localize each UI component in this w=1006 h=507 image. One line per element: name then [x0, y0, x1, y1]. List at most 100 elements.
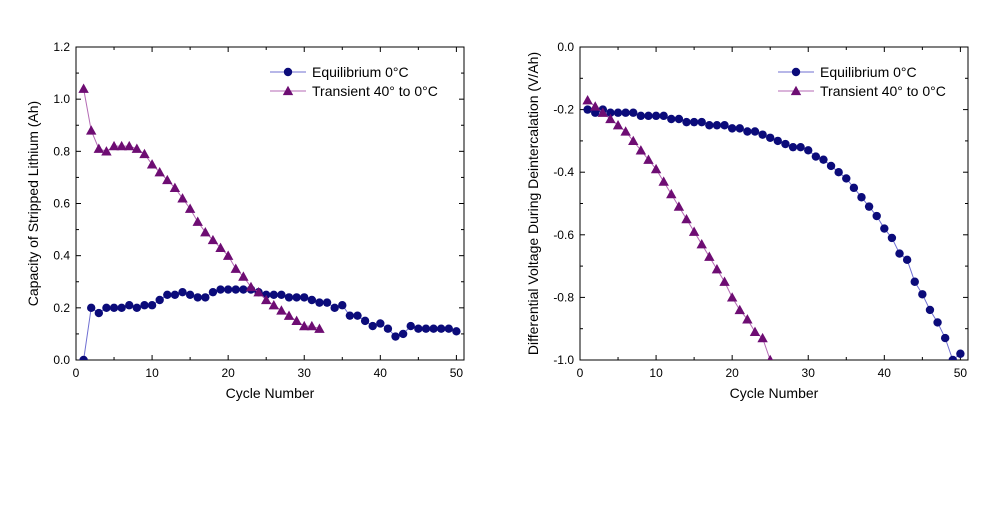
data-point-0: [804, 146, 813, 155]
data-point-1: [283, 310, 295, 320]
legend: Equilibrium 0°C Transient 40° to 0°C: [270, 64, 438, 99]
x-tick-label: 50: [954, 366, 968, 380]
data-point-0: [353, 311, 362, 320]
data-point-0: [629, 108, 638, 117]
x-tick-label: 50: [450, 366, 464, 380]
data-point-0: [727, 124, 737, 133]
y-tick-label: -0.8: [553, 290, 574, 304]
y-tick-label: 1.0: [53, 92, 70, 106]
data-point-1: [590, 101, 601, 111]
x-tick-label: 10: [145, 366, 159, 380]
data-point-0: [819, 155, 828, 164]
data-point-0: [940, 333, 950, 343]
data-point-1: [245, 281, 257, 292]
data-point-0: [956, 349, 965, 358]
data-point-0: [87, 303, 96, 313]
y-tick-label: 1.2: [53, 40, 70, 54]
data-point-0: [429, 324, 438, 333]
y-tick-label: 0.8: [53, 144, 70, 158]
x-tick-label: 30: [298, 366, 312, 380]
data-point-0: [918, 290, 927, 299]
data-point-0: [147, 301, 157, 310]
y-tick-label: 0.0: [53, 353, 70, 367]
y-tick-label: 0.0: [557, 40, 574, 54]
data-point-1: [704, 251, 715, 261]
x-tick-label: 0: [577, 366, 584, 380]
y-tick-label: -0.4: [553, 165, 574, 179]
data-point-1: [605, 113, 616, 124]
data-point-0: [933, 318, 942, 327]
data-point-0: [705, 121, 714, 130]
data-point-1: [200, 226, 211, 237]
data-point-1: [146, 159, 158, 169]
data-point-0: [743, 127, 752, 136]
data-point-1: [86, 125, 97, 135]
data-point-1: [78, 83, 89, 93]
x-axis-label: Cycle Number: [226, 385, 315, 401]
data-point-1: [93, 143, 105, 153]
data-point-0: [193, 293, 202, 302]
data-point-0: [307, 295, 317, 305]
x-tick-label: 40: [374, 366, 388, 380]
data-point-0: [902, 255, 912, 265]
data-point-1: [673, 201, 685, 211]
data-point-0: [140, 301, 149, 310]
x-tick-label: 40: [878, 366, 892, 380]
data-series-group: [78, 83, 461, 360]
data-point-1: [253, 286, 264, 297]
data-point-0: [826, 161, 836, 171]
data-point-0: [223, 285, 233, 294]
legend-entry: Transient 40° to 0°C: [312, 83, 438, 99]
data-point-1: [215, 242, 226, 253]
data-point-1: [711, 264, 723, 274]
data-point-0: [269, 290, 279, 299]
data-point-1: [620, 126, 631, 136]
data-point-0: [591, 108, 600, 117]
data-point-1: [299, 320, 310, 331]
data-point-1: [742, 314, 753, 324]
y-axis-label: Differential Voltage During Deintercalat…: [525, 52, 541, 355]
data-point-0: [436, 324, 446, 333]
data-point-1: [260, 294, 272, 305]
data-series-group: [582, 95, 965, 360]
data-point-0: [94, 308, 104, 318]
data-point-0: [674, 114, 684, 124]
data-point-0: [239, 285, 248, 294]
data-point-0: [300, 293, 309, 302]
data-point-0: [864, 202, 874, 211]
data-point-0: [322, 298, 332, 307]
x-tick-label: 20: [221, 366, 235, 380]
y-tick-label: -0.6: [553, 228, 574, 242]
data-point-0: [125, 301, 134, 310]
data-point-1: [734, 304, 745, 315]
x-tick-label: 30: [802, 366, 816, 380]
legend-entry: Transient 40° to 0°C: [820, 83, 946, 99]
data-point-0: [368, 321, 377, 331]
legend-entry: Equilibrium 0°C: [312, 64, 409, 80]
data-point-0: [345, 311, 355, 320]
data-point-0: [452, 327, 461, 336]
x-tick-label: 0: [73, 366, 80, 380]
x-tick-label: 20: [725, 366, 739, 380]
data-point-0: [330, 303, 339, 313]
data-point-1: [612, 120, 624, 130]
legend-entry: Equilibrium 0°C: [820, 64, 917, 80]
data-point-1: [650, 163, 662, 174]
data-point-0: [758, 130, 767, 139]
data-point-1: [238, 271, 249, 281]
data-point-0: [887, 233, 897, 243]
data-point-0: [606, 108, 615, 117]
data-point-1: [757, 332, 768, 343]
data-point-1: [230, 263, 241, 273]
data-point-1: [268, 300, 280, 310]
data-point-0: [712, 121, 722, 130]
data-point-0: [277, 290, 286, 299]
data-point-0: [636, 111, 646, 121]
data-point-0: [284, 293, 294, 302]
data-point-0: [398, 329, 408, 339]
data-point-1: [681, 213, 692, 224]
data-point-0: [689, 117, 699, 127]
data-point-0: [659, 111, 668, 121]
data-point-1: [108, 140, 120, 151]
data-point-0: [773, 136, 783, 146]
